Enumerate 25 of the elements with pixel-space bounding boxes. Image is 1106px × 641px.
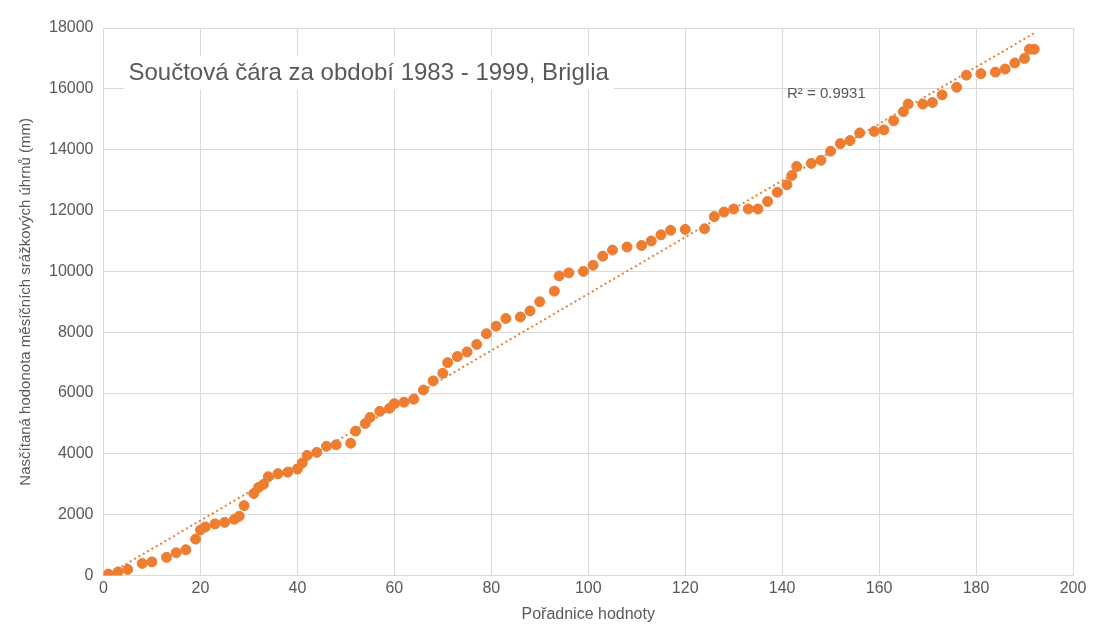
x-axis-title: Pořadnice hodnoty <box>521 604 655 622</box>
x-tick-label: 120 <box>671 578 699 596</box>
y-tick-label: 0 <box>84 566 94 584</box>
x-tick-label: 80 <box>482 578 501 596</box>
x-tick-label: 100 <box>574 578 602 596</box>
y-tick-label: 8000 <box>57 322 94 340</box>
annotation: R² = 0.9931 <box>787 84 866 102</box>
x-tick-label: 200 <box>1059 578 1087 596</box>
x-tick-label: 180 <box>962 578 990 596</box>
x-tick-label: 140 <box>768 578 796 596</box>
y-tick-label: 12000 <box>48 200 94 218</box>
y-tick-label: 14000 <box>48 140 94 158</box>
text: Součtová čára za období 1983 - 1999, Briglia <box>128 57 610 85</box>
x-tick-label: 40 <box>288 578 307 596</box>
y-axis-title: Nasčítaná hodonota měsíčních srážkových úhrnů (mm) <box>16 117 34 486</box>
y-tick-label: 4000 <box>57 444 94 462</box>
x-tick-label: 0 <box>99 578 109 596</box>
x-tick-label: 60 <box>385 578 404 596</box>
y-tick-label: 6000 <box>57 383 94 401</box>
y-tick-label: 2000 <box>57 505 94 523</box>
y-tick-label: 18000 <box>48 18 94 36</box>
y-tick-label: 10000 <box>48 261 94 279</box>
x-tick-label: 160 <box>865 578 893 596</box>
x-tick-label: 20 <box>191 578 210 596</box>
y-tick-label: 16000 <box>48 79 94 97</box>
